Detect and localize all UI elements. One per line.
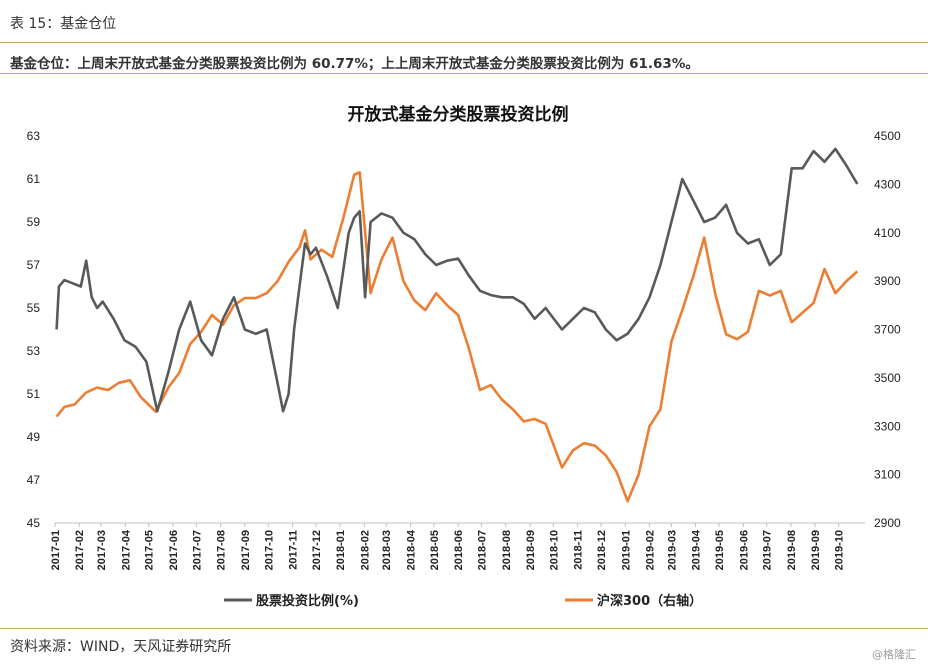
- series-line-stock-ratio: [55, 147, 859, 413]
- x-tick-label: 2018-09: [525, 530, 537, 570]
- legend-label-series1: 股票投资比例(%): [256, 593, 359, 609]
- divider-summary: [0, 73, 928, 74]
- x-axis: 2017-01 2017-02 2017-03 2017-04 2017-05 2017-…: [50, 523, 846, 570]
- divider-top: [0, 42, 928, 43]
- y-right-tick-label: 3100: [874, 468, 901, 482]
- x-tick-label: 2019-07: [762, 530, 774, 570]
- x-tick-label: 2018-01: [335, 530, 347, 570]
- x-tick-label: 2017-03: [96, 530, 108, 570]
- x-tick-label: 2019-01: [620, 530, 632, 570]
- y-axis-left: 45 47 49 51 53 55 57 59 61 63: [27, 129, 41, 530]
- x-tick-label: 2019-05: [714, 530, 726, 570]
- y-right-tick-label: 3700: [874, 323, 901, 337]
- x-tick-label: 2018-10: [548, 530, 560, 570]
- y-right-tick-label: 4300: [874, 177, 901, 191]
- x-tick-label: 2017-04: [120, 529, 132, 570]
- y-left-tick-label: 45: [27, 516, 41, 530]
- x-tick-label: 2019-04: [691, 529, 703, 570]
- x-tick-label: 2017-02: [74, 530, 86, 570]
- y-axis-right: 2900 3100 3300 3500 3700 3900 4100 4300 4500: [874, 129, 901, 530]
- y-right-tick-label: 3500: [874, 371, 901, 385]
- y-left-tick-label: 51: [27, 387, 41, 401]
- divider-bottom: [0, 628, 928, 629]
- y-left-tick-label: 59: [27, 215, 41, 229]
- x-tick-label: 2017-07: [191, 530, 203, 570]
- y-right-tick-label: 3900: [874, 274, 901, 288]
- y-left-tick-label: 55: [27, 301, 41, 315]
- x-tick-label: 2018-08: [501, 530, 513, 570]
- summary-text: 基金仓位：上周末开放式基金分类股票投资比例为 60.77%；上上周末开放式基金分…: [10, 56, 699, 72]
- y-right-tick-label: 3300: [874, 419, 901, 433]
- y-right-tick-label: 4500: [874, 129, 901, 143]
- x-tick-label: 2018-04: [406, 529, 418, 570]
- x-tick-label: 2019-10: [834, 530, 846, 570]
- chart-title: 开放式基金分类股票投资比例: [348, 104, 569, 125]
- x-tick-label: 2019-03: [666, 530, 678, 570]
- y-left-tick-label: 61: [27, 172, 41, 186]
- watermark: @格隆汇: [872, 648, 916, 661]
- x-tick-label: 2017-12: [311, 530, 323, 570]
- y-left-tick-label: 57: [27, 258, 41, 272]
- x-tick-label: 2018-06: [453, 530, 465, 570]
- x-tick-label: 2017-01: [50, 530, 62, 570]
- x-tick-label: 2017-11: [288, 530, 300, 570]
- x-tick-label: 2018-02: [359, 530, 371, 570]
- x-tick-label: 2018-12: [596, 530, 608, 570]
- x-tick-label: 2019-02: [645, 530, 657, 570]
- y-left-tick-label: 63: [27, 129, 41, 143]
- x-tick-label: 2017-08: [216, 530, 228, 570]
- y-left-tick-label: 49: [27, 430, 41, 444]
- y-left-tick-label: 47: [27, 473, 41, 487]
- x-tick-label: 2019-09: [810, 530, 822, 570]
- x-tick-label: 2018-11: [573, 530, 585, 570]
- x-tick-label: 2017-09: [240, 530, 252, 570]
- legend-label-series2: 沪深300（右轴）: [597, 593, 702, 609]
- x-tick-label: 2019-06: [738, 530, 750, 570]
- table-label: 表 15：基金仓位: [10, 16, 117, 32]
- x-tick-label: 2018-07: [477, 530, 489, 570]
- x-tick-label: 2018-05: [429, 530, 441, 570]
- x-tick-label: 2019-08: [786, 530, 798, 570]
- source-note: 资料来源：WIND，天风证券研究所: [10, 639, 232, 655]
- y-left-tick-label: 53: [27, 344, 41, 358]
- y-right-tick-label: 2900: [874, 516, 901, 530]
- x-tick-label: 2018-03: [381, 530, 393, 570]
- series-line-csi300: [55, 171, 859, 503]
- x-tick-label: 2017-06: [168, 530, 180, 570]
- x-tick-label: 2017-10: [263, 530, 275, 570]
- legend: 股票投资比例(%) 沪深300（右轴）: [224, 593, 702, 609]
- y-right-tick-label: 4100: [874, 226, 901, 240]
- x-tick-label: 2017-05: [144, 530, 156, 570]
- plot-lines: [55, 147, 859, 503]
